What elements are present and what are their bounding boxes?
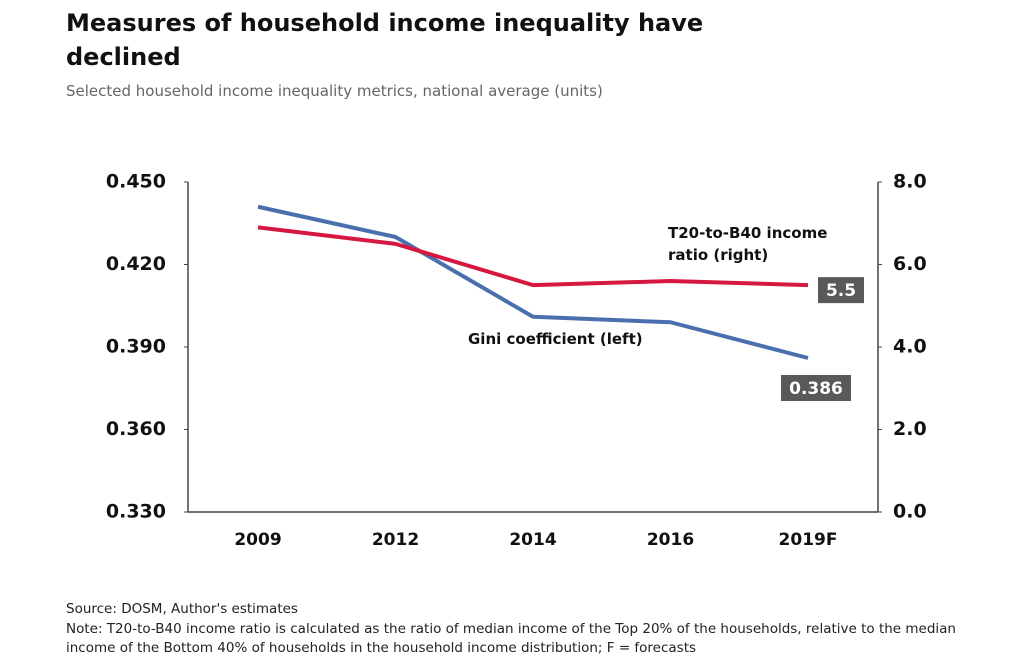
y2-tick-label: 8.0 (893, 171, 927, 193)
y-tick-label: 0.420 (106, 253, 166, 275)
note: Note: T20-to-B40 income ratio is calcula… (66, 621, 956, 656)
y-tick-label: 0.360 (106, 418, 166, 440)
x-tick-label: 2012 (372, 530, 419, 550)
x-tick-label: 2014 (509, 530, 556, 550)
line-series (257, 204, 809, 360)
series-label: T20-to-B40 income ratio (right) (668, 224, 828, 264)
value-label-box (781, 375, 851, 401)
y-tick-label: 0.330 (106, 501, 166, 523)
x-tick-label: 2016 (647, 530, 694, 550)
y2-tick-label: 4.0 (893, 336, 927, 358)
chart-subtitle: Selected household income inequality met… (66, 82, 603, 100)
value-label-box (818, 277, 864, 304)
y2-tick-label: 6.0 (893, 253, 927, 275)
x-tick-label: 2009 (234, 530, 281, 550)
value-label: 5.5 (826, 281, 856, 301)
y2-tick-label: 0.0 (893, 501, 927, 523)
y2-tick-label: 2.0 (893, 418, 927, 440)
y-tick-label: 0.450 (106, 171, 166, 193)
source: Source: DOSM, Author's estimates (66, 601, 298, 617)
x-tick-label: 2019F (779, 530, 838, 550)
series-label: Gini coefficient (left) (468, 330, 643, 348)
y-tick-label: 0.390 (106, 336, 166, 358)
value-label: 0.386 (789, 379, 843, 399)
chart-title: Measures of household income inequality … (66, 9, 704, 71)
line-series (257, 225, 809, 288)
